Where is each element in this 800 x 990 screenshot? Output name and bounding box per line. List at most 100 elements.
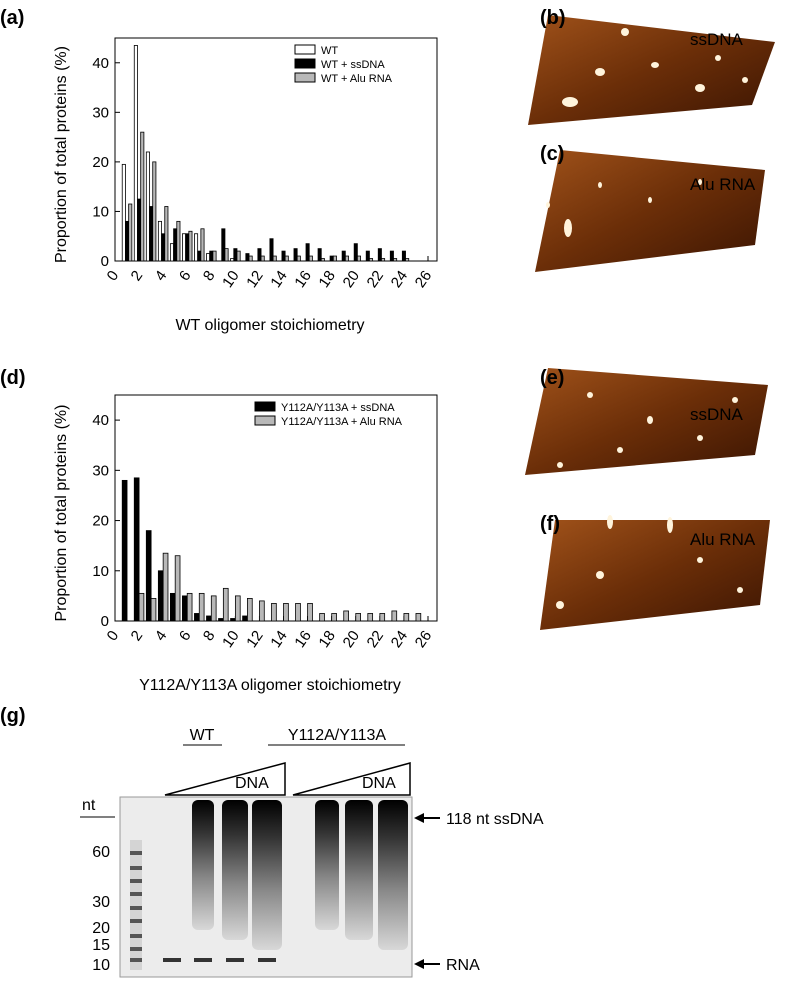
- x-tick-label: 26: [412, 268, 435, 291]
- x-tick-label: 16: [291, 628, 314, 651]
- bar: [218, 618, 224, 622]
- bar: [379, 613, 386, 622]
- bar: [233, 248, 238, 262]
- bar: [377, 248, 382, 262]
- legend-label: WT + Alu RNA: [321, 73, 393, 85]
- plot-frame: [114, 37, 438, 262]
- panel-label: (e): [540, 367, 564, 389]
- annotation: RNA: [446, 957, 480, 974]
- bar: [164, 206, 169, 262]
- panel-label: (d): [0, 367, 26, 389]
- y-tick-label: 0: [101, 613, 109, 630]
- x-tick-label: 8: [200, 268, 219, 285]
- y-axis-label: Proportion of total proteins (%): [53, 405, 70, 622]
- bar: [161, 233, 166, 262]
- bar: [415, 613, 422, 622]
- bar: [210, 595, 217, 622]
- bar: [138, 592, 145, 622]
- x-tick-label: 14: [267, 268, 290, 291]
- y-tick-label: 30: [92, 104, 109, 121]
- bar: [367, 613, 374, 622]
- x-tick-label: 16: [291, 268, 314, 291]
- bar: [206, 253, 211, 262]
- bar: [145, 151, 150, 262]
- gel-lanes: [192, 800, 408, 950]
- marker-label: 15: [92, 937, 110, 954]
- bar: [343, 610, 349, 622]
- afm-image: [540, 520, 770, 630]
- y-tick-label: 30: [92, 462, 109, 479]
- x-tick-label: 12: [243, 628, 266, 651]
- legend-swatch: [294, 44, 316, 55]
- bar: [182, 233, 187, 262]
- bar: [247, 598, 253, 622]
- y-tick-label: 40: [92, 412, 109, 429]
- x-tick-label: 4: [152, 628, 171, 645]
- bar: [236, 250, 241, 262]
- bar: [169, 592, 176, 622]
- x-tick-label: 8: [200, 628, 219, 645]
- x-tick-label: 0: [104, 628, 123, 645]
- bar: [355, 613, 361, 622]
- bar: [200, 228, 205, 262]
- legend-label: Y112A/Y113A + Alu RNA: [281, 416, 403, 428]
- bar: [150, 598, 157, 622]
- bar: [206, 615, 212, 622]
- bar: [133, 477, 140, 622]
- afm-label: ssDNA: [690, 405, 744, 424]
- afm-image: [528, 15, 775, 125]
- panel-label: (b): [540, 7, 566, 29]
- bar: [272, 255, 277, 262]
- gradient-label: DNA: [362, 775, 396, 792]
- bar: [182, 595, 188, 622]
- bar: [194, 233, 199, 262]
- x-tick-label: 24: [388, 628, 411, 651]
- y-tick-label: 20: [92, 154, 109, 171]
- x-tick-label: 0: [104, 268, 123, 285]
- bar: [365, 250, 370, 262]
- bar: [344, 255, 349, 262]
- bar: [157, 570, 164, 622]
- bar: [230, 258, 235, 262]
- x-tick-label: 6: [176, 268, 195, 285]
- ladder-bands: [130, 851, 142, 962]
- bar: [209, 250, 214, 262]
- legend-swatch: [254, 401, 276, 412]
- bar: [197, 250, 202, 262]
- gradient-label: DNA: [235, 775, 269, 792]
- bar: [169, 243, 174, 262]
- afm-particles: [546, 28, 748, 609]
- bar: [356, 255, 361, 262]
- bar: [125, 220, 130, 262]
- bar: [269, 238, 274, 262]
- panel-label: (f): [540, 513, 560, 535]
- bar: [152, 161, 157, 262]
- bar: [121, 163, 126, 262]
- bar: [128, 203, 133, 262]
- rna-bands: [163, 958, 276, 962]
- bar: [121, 479, 128, 622]
- bar: [186, 592, 193, 622]
- bar: [293, 248, 298, 262]
- bar: [401, 250, 406, 262]
- bar: [173, 228, 178, 262]
- bar: [391, 610, 398, 622]
- bar: [353, 243, 358, 262]
- gradient-triangle: [164, 762, 286, 796]
- bar: [245, 253, 250, 262]
- y-tick-label: 40: [92, 55, 109, 72]
- x-tick-label: 6: [176, 628, 195, 645]
- x-tick-label: 20: [340, 628, 363, 651]
- bar: [405, 258, 410, 262]
- panel-label: (g): [0, 705, 26, 727]
- x-axis-label: Y112A/Y113A oligomer stoichiometry: [139, 677, 401, 694]
- bar: [307, 603, 313, 622]
- x-tick-label: 12: [243, 268, 266, 291]
- bar: [234, 595, 241, 622]
- bar: [295, 603, 301, 622]
- bar: [305, 243, 310, 262]
- bar: [222, 587, 229, 622]
- bar: [403, 613, 410, 622]
- bar: [320, 258, 325, 262]
